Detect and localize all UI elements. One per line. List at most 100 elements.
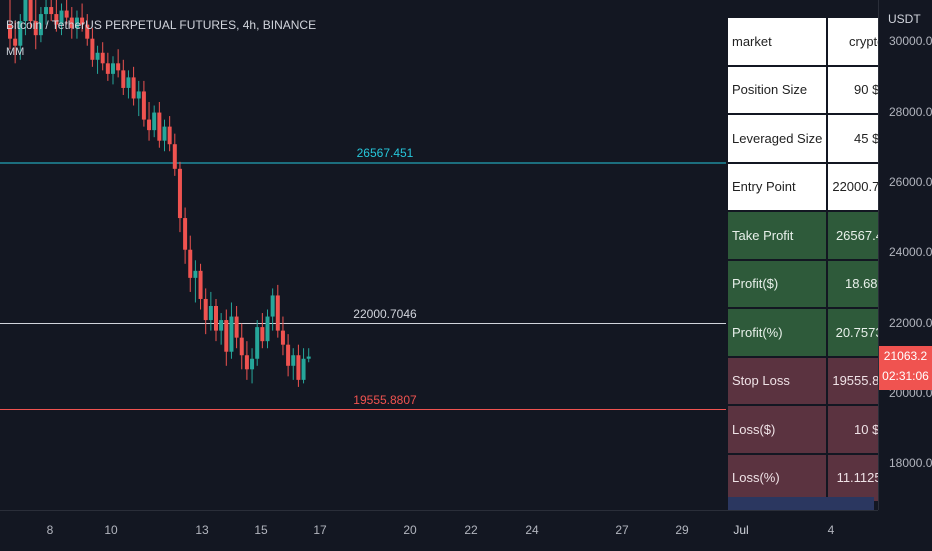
candle-body xyxy=(13,38,18,46)
x-tick: 13 xyxy=(195,523,209,537)
info-value: 11.1125 % xyxy=(826,452,878,503)
x-tick: 17 xyxy=(313,523,327,537)
candle-body xyxy=(172,144,177,169)
candle-body xyxy=(74,17,79,29)
info-label: Loss(%) xyxy=(725,452,829,503)
candle-body xyxy=(23,0,28,22)
info-label: Profit(%) xyxy=(725,307,829,358)
candle-body xyxy=(69,17,74,29)
y-tick: 30000.0 xyxy=(889,34,932,49)
candle-body xyxy=(214,306,218,331)
stop-loss-label: 19555.8807 xyxy=(353,392,417,407)
candle-body xyxy=(80,17,85,25)
info-value: 90 $ xyxy=(826,64,878,115)
y-tick: 28000.0 xyxy=(889,104,932,119)
info-row: Position Size 90 $ xyxy=(725,64,878,115)
info-value: 19555.8807 xyxy=(826,355,878,406)
x-tick: 27 xyxy=(615,523,629,537)
candle-body xyxy=(136,91,141,99)
x-tick: 8 xyxy=(46,523,54,537)
x-tick: 10 xyxy=(104,523,118,537)
candle-body xyxy=(260,327,265,342)
chart-pane[interactable]: Bitcoin / TetherUS PERPETUAL FUTURES, 4h… xyxy=(0,0,878,510)
info-row: Profit(%)20.7573 % xyxy=(725,307,878,358)
candle-body xyxy=(121,70,126,88)
candle-body xyxy=(177,168,182,219)
indicator-label[interactable]: MM xyxy=(6,46,25,58)
candle-body xyxy=(203,298,208,321)
candle-body xyxy=(198,270,203,299)
candle-body xyxy=(90,38,95,60)
candle-body xyxy=(250,358,255,370)
candle-body xyxy=(141,91,146,120)
candle-body xyxy=(131,77,136,99)
info-row: Loss(%)11.1125 % xyxy=(725,452,878,503)
info-label: market xyxy=(725,16,829,67)
info-label: Position Size xyxy=(725,64,829,115)
info-label: Profit($) xyxy=(725,258,829,309)
candle-body xyxy=(255,327,260,359)
info-value: crypto xyxy=(826,16,878,67)
candle-body xyxy=(64,10,69,18)
candle-body xyxy=(116,63,121,71)
candle-body xyxy=(8,24,12,39)
candle-body xyxy=(301,358,306,380)
info-value: 22000.7046 xyxy=(826,161,878,212)
candle-body xyxy=(275,295,280,331)
take-profit-label: 26567.451 xyxy=(356,145,414,160)
x-tick: 29 xyxy=(675,523,689,537)
y-tick: 22000.0 xyxy=(889,315,932,330)
candlestick-chart[interactable] xyxy=(0,0,878,510)
info-label: Leveraged Size xyxy=(725,113,829,164)
candle-body xyxy=(239,337,244,356)
info-value: 18.68 $ xyxy=(826,258,878,309)
candle-body xyxy=(162,126,167,141)
candle-body xyxy=(28,0,33,22)
time-axis[interactable]: 8 10 13 15 17 20 22 24 27 29 Jul 4 xyxy=(0,510,878,551)
table-overflow-row xyxy=(728,497,874,510)
candle-body xyxy=(286,344,291,366)
candle-body xyxy=(105,63,110,74)
info-value: 26567.451 xyxy=(826,210,878,261)
candle-body xyxy=(38,14,43,36)
entry-label: 22000.7046 xyxy=(353,306,417,321)
candle-body xyxy=(147,119,152,131)
info-row: marketcrypto xyxy=(725,16,878,67)
candle-body xyxy=(95,52,100,60)
chart-title: Bitcoin / TetherUS PERPETUAL FUTURES, 4h… xyxy=(6,18,317,32)
info-label: Loss($) xyxy=(725,404,829,455)
info-value: 45 $ xyxy=(826,113,878,164)
candle-body xyxy=(49,7,54,15)
info-value: 20.7573 % xyxy=(826,307,878,358)
candle-body xyxy=(126,77,131,88)
candle-body xyxy=(193,270,198,278)
candle-body xyxy=(224,320,229,352)
candle-body xyxy=(33,21,38,36)
candle-body xyxy=(208,306,213,321)
last-price: 21063.2 xyxy=(883,349,928,363)
candle-body xyxy=(18,21,23,46)
info-row: Profit($)18.68 $ xyxy=(725,258,878,309)
currency-label[interactable]: USDT xyxy=(888,12,921,26)
candle-body xyxy=(111,63,115,74)
x-tick: 24 xyxy=(525,523,539,537)
x-tick: 15 xyxy=(254,523,268,537)
x-tick: 20 xyxy=(403,523,417,537)
candle-body xyxy=(188,249,193,278)
info-label: Take Profit xyxy=(725,210,829,261)
candle-body xyxy=(291,355,296,366)
info-row: Loss($) 10 $ xyxy=(725,404,878,455)
candle-body xyxy=(183,218,188,250)
candle-body xyxy=(59,10,64,25)
candle-body xyxy=(152,112,157,131)
bar-countdown: 02:31:06 xyxy=(882,369,929,383)
price-axis[interactable]: USDT 30000.0 28000.0 26000.0 24000.0 220… xyxy=(878,0,932,510)
candle-body xyxy=(229,316,234,352)
x-tick: 22 xyxy=(464,523,478,537)
candle-body xyxy=(167,126,172,145)
candle-body xyxy=(265,316,270,342)
